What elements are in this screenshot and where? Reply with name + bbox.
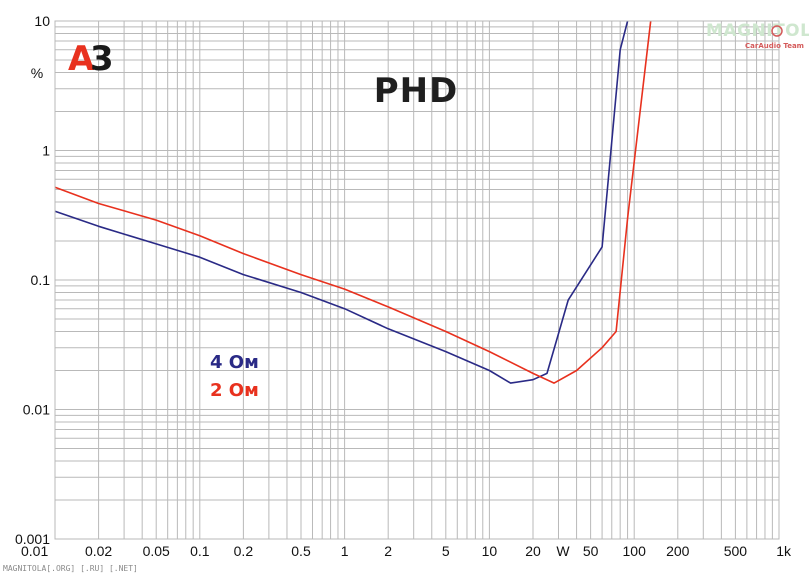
x-tick-label: 100	[623, 543, 647, 559]
x-tick-label: 0.05	[143, 543, 170, 559]
x-tick-label: 500	[724, 543, 748, 559]
x-tick-label: 2	[384, 543, 392, 559]
y-tick-label: 0.001	[15, 531, 50, 547]
site-footer: MAGNITOLA[.ORG] [.RU] [.NET]	[3, 564, 138, 573]
curves	[54, 20, 652, 384]
a3-logo: A 3	[68, 39, 114, 79]
x-tick-label: 1	[341, 543, 349, 559]
y-axis: 0.001 0.01 0.1 1 10	[15, 13, 50, 547]
legend-4ohm: 4 Ом	[210, 352, 259, 373]
y-tick-label: 0.1	[31, 272, 51, 288]
x-tick-label: 0.5	[291, 543, 311, 559]
x-axis-unit: W	[556, 543, 570, 559]
watermark-ring-icon	[771, 25, 783, 37]
y-tick-label: 10	[34, 13, 50, 29]
x-tick-label: 0.01	[21, 543, 48, 559]
chart-title: PHD	[374, 71, 459, 111]
y-tick-label: 0.01	[23, 402, 50, 418]
x-tick-label: 0.2	[234, 543, 254, 559]
series-line-1	[54, 20, 652, 384]
x-tick-label: 10	[482, 543, 498, 559]
x-tick-label: 50	[583, 543, 599, 559]
watermark-title: MAGNITOLA	[706, 21, 809, 41]
x-tick-label: 5	[442, 543, 450, 559]
magnitola-watermark: MAGNITOLA CarAudio Team	[706, 21, 809, 50]
logo-letter-3: 3	[90, 39, 111, 79]
x-tick-label: 200	[666, 543, 690, 559]
x-tick-label: 1k	[776, 543, 792, 559]
y-tick-label: 1	[42, 143, 50, 159]
x-tick-label: 0.1	[190, 543, 210, 559]
watermark-subtitle: CarAudio Team	[745, 42, 804, 50]
x-tick-label: 0.02	[85, 543, 112, 559]
grid	[54, 21, 779, 540]
legend-2ohm: 2 Ом	[210, 380, 259, 401]
y-axis-unit: %	[31, 65, 43, 81]
plot-frame	[54, 20, 780, 540]
x-axis: 0.01 0.02 0.05 0.1 0.2 0.5 1 2 5 10 20 50 100 200 500 1…	[21, 543, 792, 559]
x-tick-label: 20	[525, 543, 541, 559]
series-line-0	[54, 20, 629, 384]
